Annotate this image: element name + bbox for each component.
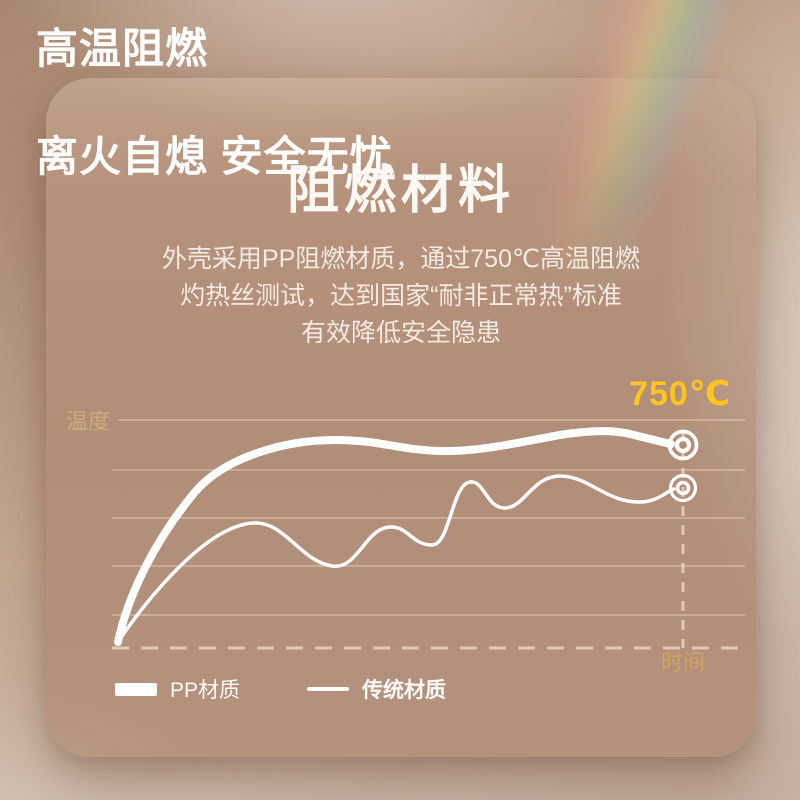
legend-label-traditional: 传统材质 <box>362 679 446 702</box>
y-axis-label: 温度 <box>66 409 111 434</box>
legend-item-pp: PP材质 <box>115 676 240 702</box>
temperature-chart <box>112 419 745 650</box>
traditional-endpoint-marker <box>668 473 698 503</box>
legend-label-pp: PP材质 <box>170 679 241 702</box>
traditional-curve <box>116 474 676 644</box>
description-line-2: 灼热丝测试，达到国家“耐非正常热”标准 <box>180 282 622 310</box>
section-title: 阻燃材料 <box>286 162 515 220</box>
legend-swatch-thick-line <box>115 682 157 696</box>
description: 外壳采用PP阻燃材质，通过750℃高温阻燃 灼热丝测试，达到国家“耐非正常热”标… <box>46 241 756 352</box>
pp-curve <box>114 427 675 646</box>
headline: 高温阻燃 离火自熄 安全无忧 <box>36 22 393 184</box>
headline-line-2: 离火自熄 安全无忧 <box>36 133 393 180</box>
promo-card <box>46 78 756 757</box>
legend-swatch-thin-line <box>307 687 349 691</box>
description-line-3: 有效降低安全隐患 <box>300 319 501 347</box>
pp-endpoint-marker <box>667 429 699 461</box>
headline-line-1: 高温阻燃 <box>36 25 209 72</box>
description-line-1: 外壳采用PP阻燃材质，通过750℃高温阻燃 <box>161 245 641 273</box>
x-axis-label: 时间 <box>661 650 706 675</box>
peak-temperature-label: 750℃ <box>629 375 731 413</box>
legend-item-traditional: 传统材质 <box>307 676 446 702</box>
